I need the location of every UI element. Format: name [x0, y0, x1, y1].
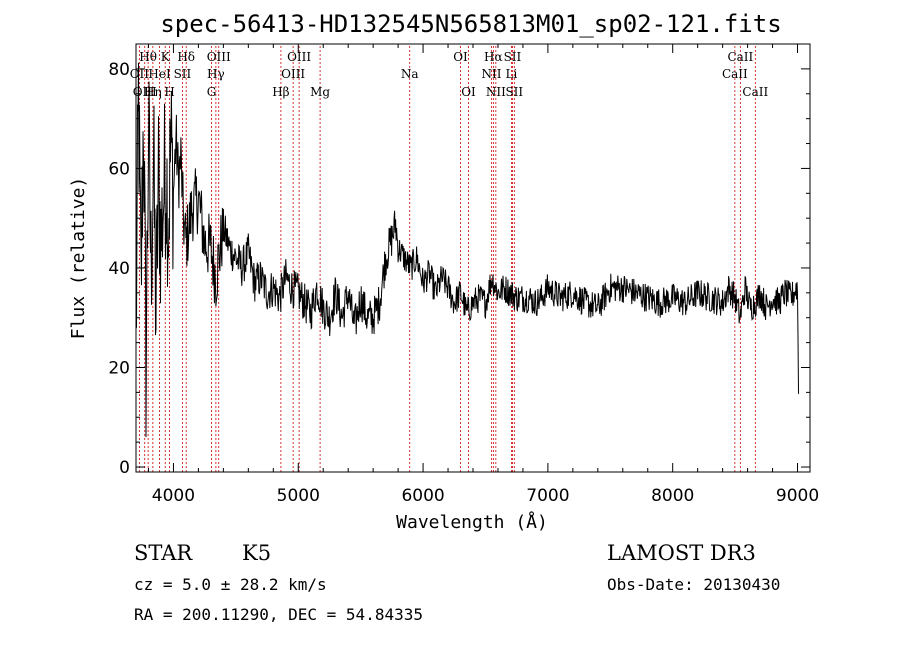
observation-date: Obs-Date: 20130430 [607, 575, 780, 594]
line-label-17: OI [453, 50, 468, 64]
survey-name: LAMOST DR3 [607, 541, 756, 565]
y-axis-ticks: 0 20 40 60 80 [108, 43, 810, 478]
object-class: STAR [134, 541, 193, 565]
line-label-8: Hδ [177, 50, 195, 64]
x-tick-label: 5000 [277, 486, 320, 506]
line-label-16: Na [401, 67, 419, 81]
coordinates: RA = 200.11290, DEC = 54.84335 [134, 605, 423, 624]
x-tick-label: 7000 [526, 486, 569, 506]
line-label-23: Li [506, 67, 518, 81]
line-label-1: OII [130, 67, 150, 81]
x-axis-label: Wavelength (Å) [396, 511, 548, 533]
line-label-18: OI [461, 85, 476, 99]
line-label-25: CaII [727, 50, 753, 64]
x-axis-ticks: 4000 5000 6000 7000 8000 9000 [147, 44, 819, 506]
plot-frame [135, 43, 811, 473]
line-label-26: CaII [722, 67, 748, 81]
line-label-21: NII [486, 85, 506, 99]
flux-series-line [135, 62, 799, 438]
line-label-6: H [164, 85, 174, 99]
line-label-5: HeI [148, 67, 171, 81]
x-tick-label: 4000 [152, 486, 195, 506]
line-label-22: SII [504, 50, 522, 64]
line-label-24: SII [505, 85, 523, 99]
x-tick-label: 8000 [651, 486, 694, 506]
line-label-20: NII [481, 67, 501, 81]
line-label-27: CaII [742, 85, 768, 99]
line-label-10: Hγ [207, 67, 225, 81]
line-label-4: K [161, 50, 171, 64]
chart-title: spec-56413-HD132545N565813M01_sp02-121.f… [160, 10, 781, 38]
line-label-7: SII [174, 67, 192, 81]
y-tick-label: 60 [108, 159, 130, 179]
y-axis-label: Flux (relative) [68, 177, 89, 340]
x-tick-label: 9000 [776, 486, 819, 506]
line-label-11: G [207, 85, 217, 99]
redshift-info: cz = 5.0 ± 28.2 km/s [134, 575, 327, 594]
line-label-13: OIII [287, 50, 311, 64]
line-label-14: OIII [281, 67, 305, 81]
y-tick-label: 40 [108, 259, 130, 279]
line-label-9: OIII [207, 50, 231, 64]
y-tick-label: 0 [119, 458, 130, 478]
line-label-12: Hβ [272, 85, 289, 99]
y-tick-label: 80 [108, 60, 130, 80]
object-subclass: K5 [242, 541, 271, 565]
line-label-15: Mg [310, 85, 330, 99]
line-label-0: Hθ [139, 50, 157, 64]
line-label-19: Hα [484, 50, 503, 64]
line-label-3: Hη [144, 85, 162, 99]
x-tick-label: 6000 [401, 486, 444, 506]
y-tick-label: 20 [108, 358, 130, 378]
